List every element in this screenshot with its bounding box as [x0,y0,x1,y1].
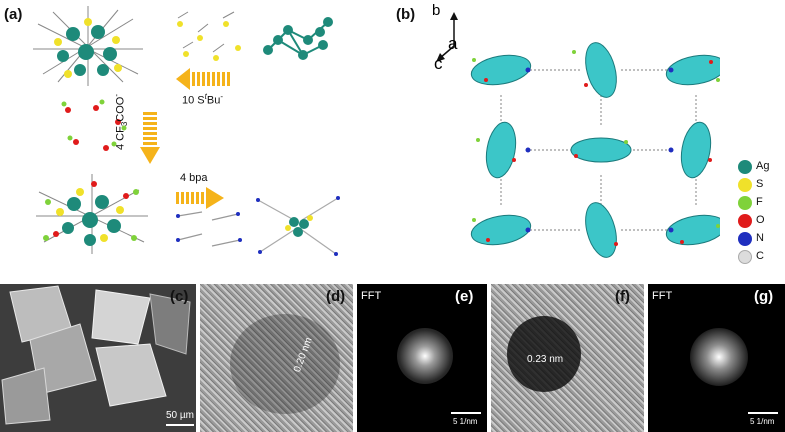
panel-d-label: (d) [326,288,346,305]
panel-g-fft-title: FFT [652,290,673,302]
panel-f-tem-image: (f) 0.23 nm [491,284,644,432]
ag-cluster-cf3coo-image [36,174,148,254]
axis-b-label: b [432,2,441,19]
panel-g-fft-image: FFT (g) 5 1/nm [648,284,785,432]
framework-image [470,42,720,258]
legend-f-label: F [756,196,763,208]
panel-b-label: (b) [396,6,416,23]
arrow-right-step3 [176,187,224,209]
panel-g-scale-label: 5 1/nm [750,417,775,426]
panel-f-label: (f) [615,288,630,305]
ag-nanocluster-image [263,17,333,60]
legend-o-swatch [738,214,752,228]
panel-c-label: (c) [170,288,189,305]
legend-ag-label: Ag [756,160,770,172]
step2-label: 4 CF3COO- [112,93,129,150]
panel-d-particle [230,314,340,414]
arrow-down-step2 [140,112,160,164]
panel-e-fft-title: FFT [361,290,382,302]
panel-g-scale-bar [748,412,778,414]
legend-o-label: O [756,214,765,226]
legend-s-label: S [756,178,764,190]
axis-c-label: c [434,54,443,73]
panel-e-fft-center [397,328,453,384]
panel-e-scale-label: 5 1/nm [453,417,478,426]
trifluoroacetate-ligands-image [61,99,127,151]
axis-a-label: a [448,34,458,53]
panel-c-scale-label: 50 µm [166,410,194,421]
assembled-node-image [256,196,340,256]
legend-f-swatch [738,196,752,210]
step3-label: 4 bpa [180,172,208,184]
legend-ag-swatch [738,160,752,174]
panel-f-spacing: 0.23 nm [527,354,564,365]
step1-label: 10 StBu- [182,92,224,107]
panel-d-tem-image: (d) 0.20 nm [200,284,353,432]
thiolate-ligands-image [177,11,241,61]
panel-f-particle [507,316,581,392]
panel-e-label: (e) [455,288,474,305]
panel-a-label: (a) [4,6,23,23]
panel-e-scale-bar [451,412,481,414]
arrow-left-step1 [176,68,230,90]
ag-cluster-thiolate-image [33,6,143,86]
panel-c-scale-bar [166,424,194,426]
panel-e-fft-image: FFT (e) 5 1/nm [357,284,487,432]
panel-c-sem-image: (c) 50 µm [0,284,196,432]
legend-c-swatch [738,250,752,264]
legend-c-label: C [756,250,764,262]
legend-n-label: N [756,232,764,244]
panel-g-fft-center [690,328,748,386]
legend-s-swatch [738,178,752,192]
crystal-axes [436,12,458,62]
bpa-linkers-image [176,211,242,247]
panel-g-label: (g) [754,288,774,305]
legend-n-swatch [738,232,752,246]
element-legend: Ag S F O N C [738,160,778,268]
